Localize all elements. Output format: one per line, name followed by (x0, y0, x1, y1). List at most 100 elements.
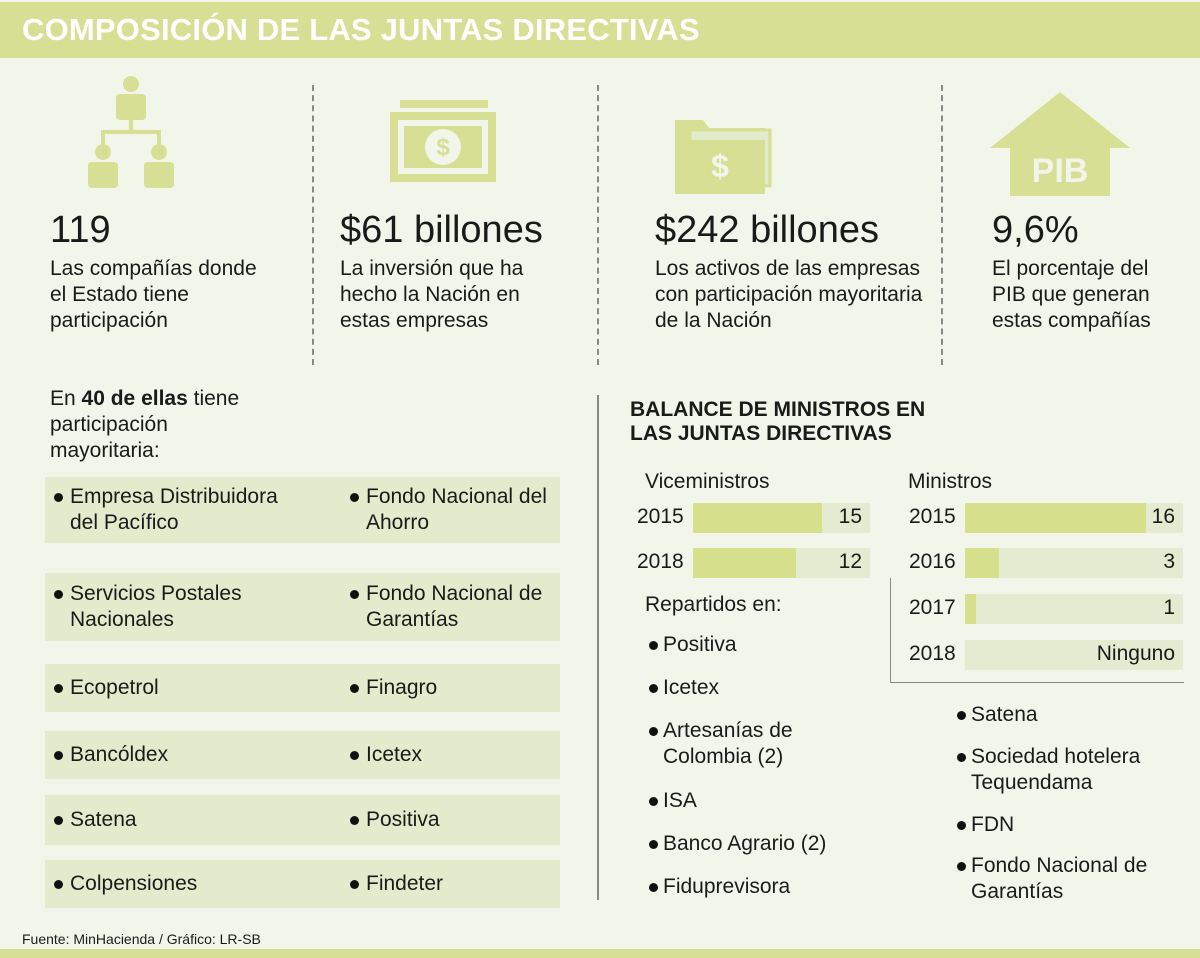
list-item: Bancóldex (70, 743, 169, 766)
list-item: Findeter (366, 872, 444, 895)
bullet (649, 727, 658, 736)
bar-value: 16 (1151, 505, 1175, 528)
list-item: ISA (663, 789, 697, 812)
year-label: 2017 (909, 596, 956, 619)
bullet (957, 862, 966, 871)
bullet (957, 821, 966, 830)
stat-value: 9,6% (992, 209, 1079, 251)
list-item: Icetex (366, 743, 423, 766)
intro: En 40 de ellas tiene participación mayor… (50, 386, 280, 464)
list-item: FDN (971, 813, 1015, 836)
list-item: Finagro (366, 676, 438, 699)
list-row (45, 664, 560, 712)
balance-title: BALANCE DE MINISTROS EN LAS JUNTAS DIREC… (630, 398, 926, 445)
svg-text:$: $ (436, 134, 450, 161)
bullet (957, 711, 966, 720)
stat-value: $61 billones (340, 209, 543, 251)
stat-text: Los activos de las empresas con particip… (655, 257, 923, 332)
ministros-frame (890, 578, 1184, 683)
list-item: Fondo Nacional de Garantías (366, 582, 543, 631)
title: COMPOSICIÓN DE LAS JUNTAS DIRECTIVAS (22, 12, 700, 47)
bullet (54, 590, 63, 599)
source: Fuente: MinHacienda / Gráfico: LR-SB (22, 931, 261, 947)
bullet (54, 880, 63, 889)
list-item: Ecopetrol (70, 676, 159, 699)
bottom-band (0, 949, 1200, 958)
bullet (350, 751, 359, 760)
bullet (649, 641, 658, 650)
bar (693, 548, 797, 578)
year-label: 2016 (909, 550, 956, 573)
stat-text: Las compañías donde el Estado tiene part… (50, 257, 257, 332)
year-label: 2018 (909, 642, 956, 665)
pib-icon: PIB (990, 92, 1130, 196)
list-item: Satena (971, 703, 1038, 726)
bullet (350, 493, 359, 502)
separator (941, 85, 943, 365)
list-item: Fondo Nacional del Ahorro (366, 485, 547, 534)
year-label: 2015 (637, 505, 684, 528)
bar (965, 548, 999, 578)
bullet (54, 684, 63, 693)
bullet (54, 816, 63, 825)
intro-bold: 40 de ellas (81, 387, 188, 410)
bullet (649, 797, 658, 806)
list-row (45, 860, 560, 908)
icons: $ $ PIB (88, 76, 1130, 196)
vice-label: Viceministros (645, 470, 770, 493)
repartidos-label: Repartidos en: (645, 593, 782, 616)
list-item: Servicios Postales Nacionales (70, 582, 242, 631)
bar (693, 503, 822, 533)
list-row (45, 731, 560, 779)
year-label: 2015 (909, 505, 956, 528)
stat-text: La inversión que ha hecho la Nación en e… (340, 257, 524, 332)
bar-value: 15 (838, 505, 862, 528)
bullet (649, 840, 658, 849)
bullet (649, 684, 658, 693)
list-item: Fondo Nacional de Garantías (971, 854, 1148, 903)
bar (965, 503, 1146, 533)
ministros-label: Ministros (908, 470, 993, 493)
bullet (350, 684, 359, 693)
list-row (45, 795, 560, 845)
bar-track (965, 594, 1183, 624)
bullet (350, 590, 359, 599)
header-band (0, 2, 1200, 58)
bar-track (965, 640, 1183, 670)
list-row (45, 573, 560, 641)
list-item: Satena (70, 808, 137, 831)
list-item: Fiduprevisora (663, 875, 791, 898)
folder-icon: $ (675, 120, 772, 194)
bar-value: 12 (838, 550, 862, 573)
bar-value: 3 (1163, 550, 1175, 573)
list-row (45, 477, 560, 543)
svg-text:$: $ (711, 148, 729, 184)
bar-track (965, 548, 1183, 578)
pib-label: PIB (1032, 152, 1089, 190)
stat-value: $242 billones (655, 209, 879, 251)
intro-rest: tiene participación mayoritaria: (50, 387, 240, 462)
list-item: Positiva (663, 633, 737, 656)
bullet (54, 751, 63, 760)
bullet (350, 816, 359, 825)
list-item: Positiva (366, 808, 440, 831)
list-item: Sociedad hotelera Tequendama (971, 745, 1141, 794)
list-item: Banco Agrario (2) (663, 832, 827, 855)
separator (312, 85, 314, 365)
bar-value: Ninguno (1096, 642, 1175, 665)
list-item: Empresa Distribuidora del Pacífico (70, 485, 278, 534)
bullet (649, 883, 658, 892)
bar-value: 1 (1163, 596, 1175, 619)
org-icon (88, 76, 174, 188)
list-item: Icetex (663, 676, 720, 699)
bullet (54, 493, 63, 502)
list-item: Artesanías de Colombia (2) (663, 719, 793, 768)
divider (597, 395, 599, 900)
money-icon: $ (390, 100, 496, 182)
list-item: Colpensiones (70, 872, 198, 895)
year-label: 2018 (637, 550, 684, 573)
stat-text: El porcentaje del PIB que generan estas … (992, 257, 1151, 332)
separator (597, 85, 599, 365)
bar (965, 594, 977, 624)
